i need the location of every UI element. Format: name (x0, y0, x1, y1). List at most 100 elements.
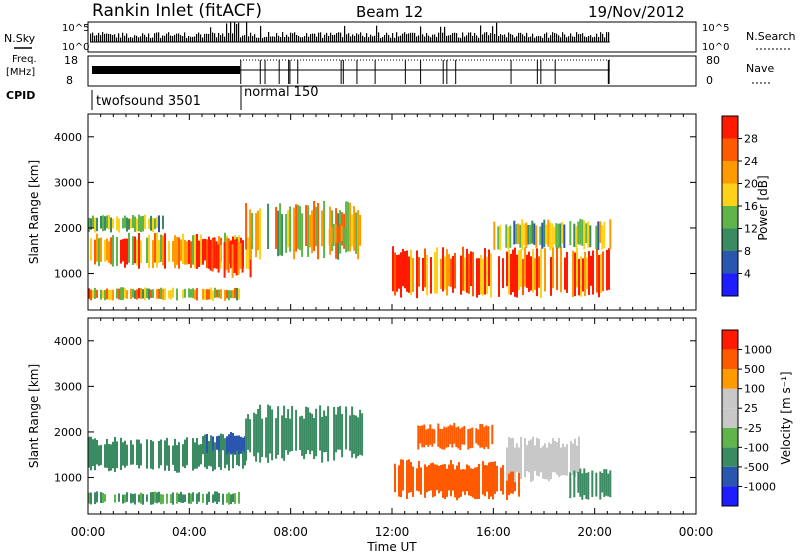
data-cell (523, 223, 526, 246)
data-cell (398, 254, 400, 289)
noise-bar (98, 32, 100, 42)
data-cell (118, 493, 120, 502)
data-cell (410, 249, 412, 295)
colorbar-tick-label: 20 (744, 178, 758, 191)
data-cell (506, 251, 508, 287)
colorbar-swatch (722, 116, 738, 139)
y-tick-label: 2000 (54, 426, 82, 439)
data-cell (190, 493, 192, 504)
data-cell (428, 464, 430, 491)
data-cell (341, 414, 344, 458)
noise-bar (262, 37, 264, 42)
colorbar-swatch (722, 447, 738, 467)
data-cell (154, 491, 156, 503)
data-cell (120, 437, 122, 470)
noise-bar (392, 33, 394, 42)
noise-bar (158, 32, 160, 42)
data-cell (110, 444, 112, 471)
data-cell (599, 471, 602, 500)
data-cell (216, 436, 218, 450)
noise-bar (110, 34, 112, 42)
data-cell (259, 404, 262, 463)
data-cell (120, 287, 122, 300)
data-cell (412, 258, 414, 292)
colorbar-swatch (722, 486, 738, 506)
data-cell (218, 493, 220, 502)
noise-bar (266, 37, 268, 42)
noise-bar (366, 33, 368, 42)
data-cell (490, 253, 492, 298)
data-cell (152, 289, 154, 298)
data-cell (247, 237, 250, 270)
data-cell (232, 290, 234, 299)
data-cell (444, 464, 446, 499)
data-cell (236, 435, 238, 451)
data-cell (202, 288, 204, 300)
noise-bar (140, 36, 142, 42)
noise-bar (390, 37, 392, 42)
data-cell (596, 248, 598, 293)
data-cell (335, 414, 338, 453)
data-cell (482, 461, 484, 495)
data-cell (328, 228, 331, 246)
noise-left-label: N.Sky (4, 32, 36, 45)
noise-bar (342, 37, 344, 42)
data-cell (550, 444, 552, 480)
colorbar-swatch (722, 408, 738, 428)
noise-bar (424, 36, 426, 42)
colorbar-swatch (722, 161, 738, 184)
data-cell (110, 237, 112, 265)
y-tick-label: 3000 (54, 176, 82, 189)
data-cell (184, 494, 186, 502)
noise-bar (184, 32, 186, 42)
data-cell (452, 464, 454, 491)
colorbar-swatch (722, 138, 738, 161)
data-cell (164, 440, 166, 471)
noise-bar (558, 35, 560, 42)
data-cell (577, 221, 580, 245)
data-cell (587, 221, 590, 248)
data-cell (249, 209, 252, 260)
data-cell (174, 235, 176, 269)
data-cell (162, 494, 164, 504)
data-cell (349, 202, 352, 252)
noise-bar (448, 35, 450, 42)
data-cell (530, 439, 532, 482)
data-cell (532, 249, 534, 293)
data-cell (584, 251, 586, 297)
data-cell (510, 254, 512, 295)
data-cell (146, 237, 148, 263)
data-cell (519, 224, 522, 248)
data-cell (164, 233, 166, 269)
noise-bar (406, 34, 408, 42)
data-cell (138, 214, 140, 232)
noise-bar (410, 32, 412, 42)
noise-bar (298, 35, 300, 42)
data-cell (142, 493, 144, 505)
data-cell (459, 428, 462, 450)
data-cell (550, 257, 552, 296)
data-cell (182, 289, 184, 299)
data-cell (441, 429, 444, 450)
noise-bar (194, 36, 196, 42)
noise-bar (602, 33, 604, 42)
data-cell (140, 443, 142, 466)
data-cell (208, 491, 210, 502)
data-cell (281, 214, 284, 256)
data-cell (234, 287, 236, 299)
noise-bar (598, 36, 600, 42)
noise-bar (320, 32, 322, 42)
data-cell (434, 251, 436, 294)
data-cell (271, 409, 274, 461)
data-cell (426, 254, 428, 296)
data-cell (599, 221, 602, 243)
data-cell (170, 289, 172, 300)
data-cell (297, 204, 300, 249)
data-cell (337, 407, 340, 450)
data-cell (112, 441, 114, 469)
data-cell (608, 248, 610, 290)
data-cell (178, 493, 180, 502)
data-cell (478, 463, 480, 499)
data-cell (402, 248, 404, 287)
data-cell (591, 470, 594, 497)
